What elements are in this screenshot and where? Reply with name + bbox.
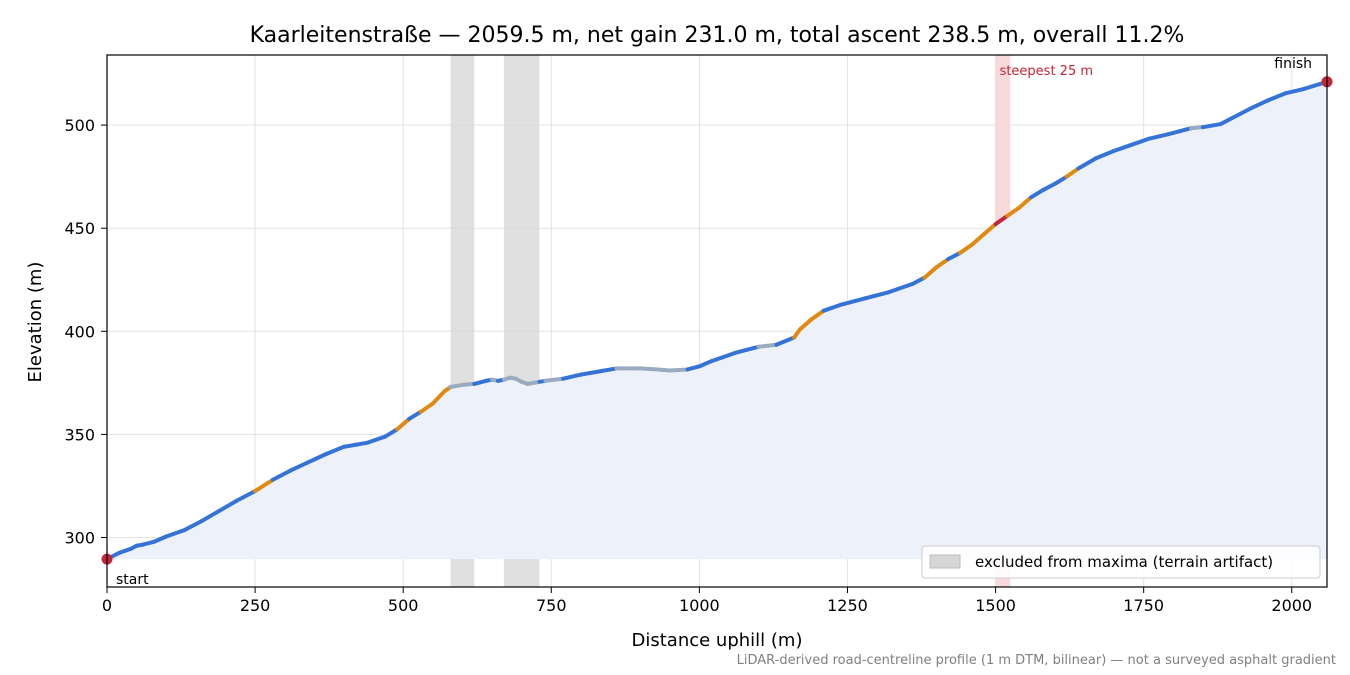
profile-segment [306,452,329,465]
profile-segment [774,335,797,347]
profile-segment [685,364,702,372]
x-tick-label: 500 [388,596,419,615]
axis-ticks: 0 250 500 750 1000 1250 1500 1750 2000 300 350 400 4… [64,116,1312,615]
profile-segment [152,534,169,544]
profile-segment [744,344,761,352]
y-tick-label: 400 [64,322,95,341]
profile-segment [353,440,370,447]
profile-segment [116,546,133,555]
profile-segment [1248,98,1271,111]
profile-segment [1040,181,1057,193]
profile-segment [1283,87,1306,96]
profile-segment [1147,132,1170,141]
x-tick-label: 1250 [827,596,868,615]
y-axis-label: Elevation (m) [25,262,46,383]
profile-segment [182,519,204,533]
profile-segment [472,378,489,386]
y-tick-label: 450 [64,219,95,238]
profile-segment [543,376,566,383]
profile-segment [1076,156,1099,171]
profile-segment [697,359,714,369]
profile-segment [969,232,986,247]
x-tick-label: 2000 [1271,596,1312,615]
x-tick-label: 0 [102,596,112,615]
x-tick-label: 1000 [679,596,720,615]
profile-segment [1064,166,1081,179]
profile-segment [946,250,963,262]
start-label: start [116,572,149,588]
profile-segment [1129,136,1152,147]
profile-segment [270,468,293,482]
profile-segment [561,372,583,381]
profile-segment [910,275,927,286]
y-tick-label: 500 [64,116,95,135]
profile-segment [140,539,157,547]
profile-segment [199,508,222,524]
x-tick-label: 750 [536,596,567,615]
profile-segment [732,347,749,355]
profile-segment [809,308,826,321]
x-tick-label: 1750 [1123,596,1164,615]
profile-segment [1165,129,1182,137]
elevation-profile-line [105,79,1329,562]
legend-label-excluded: excluded from maxima (terrain artifact) [975,553,1273,571]
elevation-area-fill [107,81,1327,560]
profile-segment [341,442,358,449]
profile-segment [407,409,423,421]
profile-segment [667,367,690,373]
profile-segment [709,355,726,364]
profile-segment [253,477,275,494]
profile-segment [922,265,939,280]
profile-segment [395,416,412,432]
profile-segment [798,316,814,332]
profile-segment [235,489,258,503]
plot-frame [106,54,1328,588]
profile-segment [1094,148,1117,161]
profile-segment [1177,126,1194,134]
profile-segment [721,350,737,360]
legend: excluded from maxima (terrain artifact) [921,545,1321,579]
profile-segment [863,290,891,301]
profile-segment [821,302,844,313]
profile-segment [1200,122,1223,130]
profile-segment [1029,188,1045,200]
y-tick-label: 350 [64,425,95,444]
profile-segment [383,427,400,439]
profile-segment [418,401,435,414]
profile-segment [934,257,951,270]
profile-segment [1052,174,1069,186]
profile-segment [1230,106,1253,120]
profile-segment [1005,205,1022,218]
steepest-label: steepest 25 m [1000,64,1093,79]
profile-segment [596,366,619,374]
profile-segment [993,213,1010,227]
profile-segment [578,369,601,377]
profile-segment [365,434,388,445]
profile-segment [1218,115,1235,127]
profile-segment [886,281,915,295]
profile-segment [981,222,998,237]
profile-segment [1112,142,1134,153]
legend-swatch-excluded [929,554,961,569]
x-tick-label: 1500 [975,596,1016,615]
profile-segment [324,444,346,456]
footnote: LiDAR-derived road-centreline profile (1… [737,653,1336,668]
y-tick-label: 300 [64,529,95,548]
profile-segment [958,242,974,255]
profile-segment [756,342,779,349]
profile-segment [1266,91,1288,103]
x-tick-label: 250 [240,596,271,615]
profile-segment [1017,195,1034,210]
x-axis-label: Distance uphill (m) [632,630,803,651]
profile-segment [164,528,187,539]
profile-segment [638,366,660,372]
finish-label: finish [1274,56,1312,72]
legend-box [921,545,1321,579]
profile-segment [217,498,240,513]
profile-segment [839,296,868,307]
chart-title: Kaarleitenstraße — 2059.5 m, net gain 23… [250,23,1185,48]
profile-segment [288,460,311,473]
